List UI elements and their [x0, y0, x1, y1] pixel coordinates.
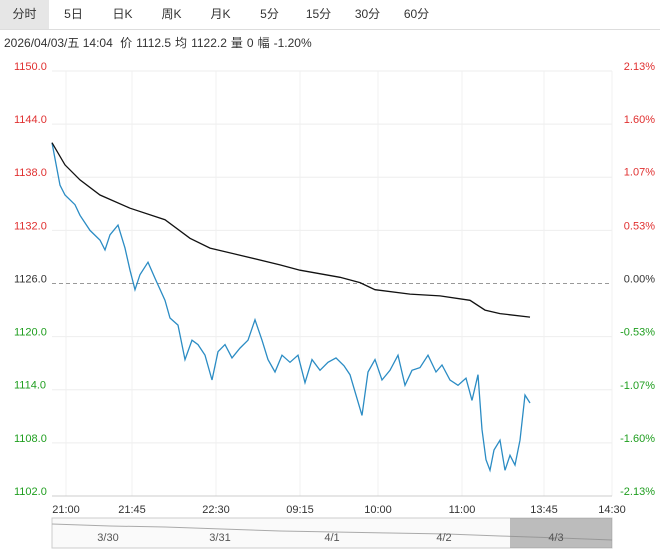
- tab[interactable]: 月K: [210, 7, 231, 21]
- series-line: [51, 142, 531, 473]
- navigator-label: 4/3: [548, 532, 563, 544]
- info-value: 1112.5: [136, 36, 172, 50]
- tab[interactable]: 30分: [354, 7, 381, 21]
- navigator-label: 3/31: [209, 532, 230, 544]
- info-value: -1.20%: [273, 36, 312, 50]
- info-label: 幅: [257, 36, 270, 50]
- navigator-label: 4/2: [436, 532, 451, 544]
- x-tick-label: 14:30: [598, 504, 626, 516]
- x-tick-label: 13:45: [530, 504, 558, 516]
- tab[interactable]: 60分: [403, 7, 430, 21]
- y-tick-label: 1150.0: [14, 61, 47, 73]
- x-tick-label: 09:15: [286, 504, 314, 516]
- x-tick-label: 11:00: [449, 504, 476, 516]
- y2-tick-label: -1.07%: [620, 380, 655, 392]
- y-tick-label: 1108.0: [14, 433, 47, 445]
- info-label: 均: [175, 36, 188, 50]
- period-tabs: 分时 5日 日K 周K 月K 5分 15分 30分 60分: [0, 0, 660, 30]
- y2-tick-label: 0.53%: [624, 221, 655, 233]
- tab[interactable]: 周K: [161, 7, 182, 21]
- y-tick-label: 1138.0: [14, 167, 47, 179]
- navigator: 3/30 3/31 4/1 4/2 4/3: [51, 517, 613, 549]
- info-value: 0: [246, 36, 254, 50]
- y-tick-label: 1144.0: [14, 114, 47, 126]
- y2-tick-label: -1.60%: [620, 433, 655, 445]
- x-tick-label: 22:30: [202, 504, 230, 516]
- x-tick-label: 21:00: [52, 504, 80, 516]
- info-label: 量: [230, 36, 243, 50]
- y-tick-label: 1120.0: [14, 327, 47, 339]
- x-tick-label: 21:45: [118, 504, 146, 516]
- y2-tick-label: 2.13%: [624, 61, 655, 73]
- datetime: 2026/04/03/五 14:04: [4, 36, 113, 50]
- y2-tick-label: 1.60%: [624, 114, 655, 126]
- y-tick-label: 1114.0: [14, 380, 46, 392]
- quote-info: 2026/04/03/五 14:04 价 1112.5 均 1122.2 量 0 幅 -1.2…: [4, 34, 316, 51]
- info-label: 价: [120, 36, 133, 50]
- tab[interactable]: 15分: [305, 7, 332, 21]
- y2-tick-label: -2.13%: [620, 486, 655, 498]
- tab[interactable]: 分时: [0, 0, 49, 29]
- y-tick-label: 1102.0: [14, 486, 47, 498]
- info-value: 1122.2: [191, 36, 227, 50]
- y-tick-label: 1132.0: [14, 220, 47, 232]
- y-tick-label: 1126.0: [14, 273, 47, 285]
- series-line: [51, 142, 531, 318]
- tab[interactable]: 5日: [64, 7, 83, 21]
- navigator-selection[interactable]: [510, 518, 612, 548]
- tab[interactable]: 5分: [260, 7, 279, 21]
- navigator-label: 3/30: [97, 532, 118, 544]
- y2-tick-label: 0.00%: [624, 273, 655, 285]
- y2-tick-label: -0.53%: [620, 326, 655, 338]
- y2-tick-label: 1.07%: [624, 167, 655, 179]
- navigator-label: 4/1: [324, 532, 339, 544]
- x-tick-label: 10:00: [364, 504, 392, 516]
- tab[interactable]: 日K: [112, 7, 133, 21]
